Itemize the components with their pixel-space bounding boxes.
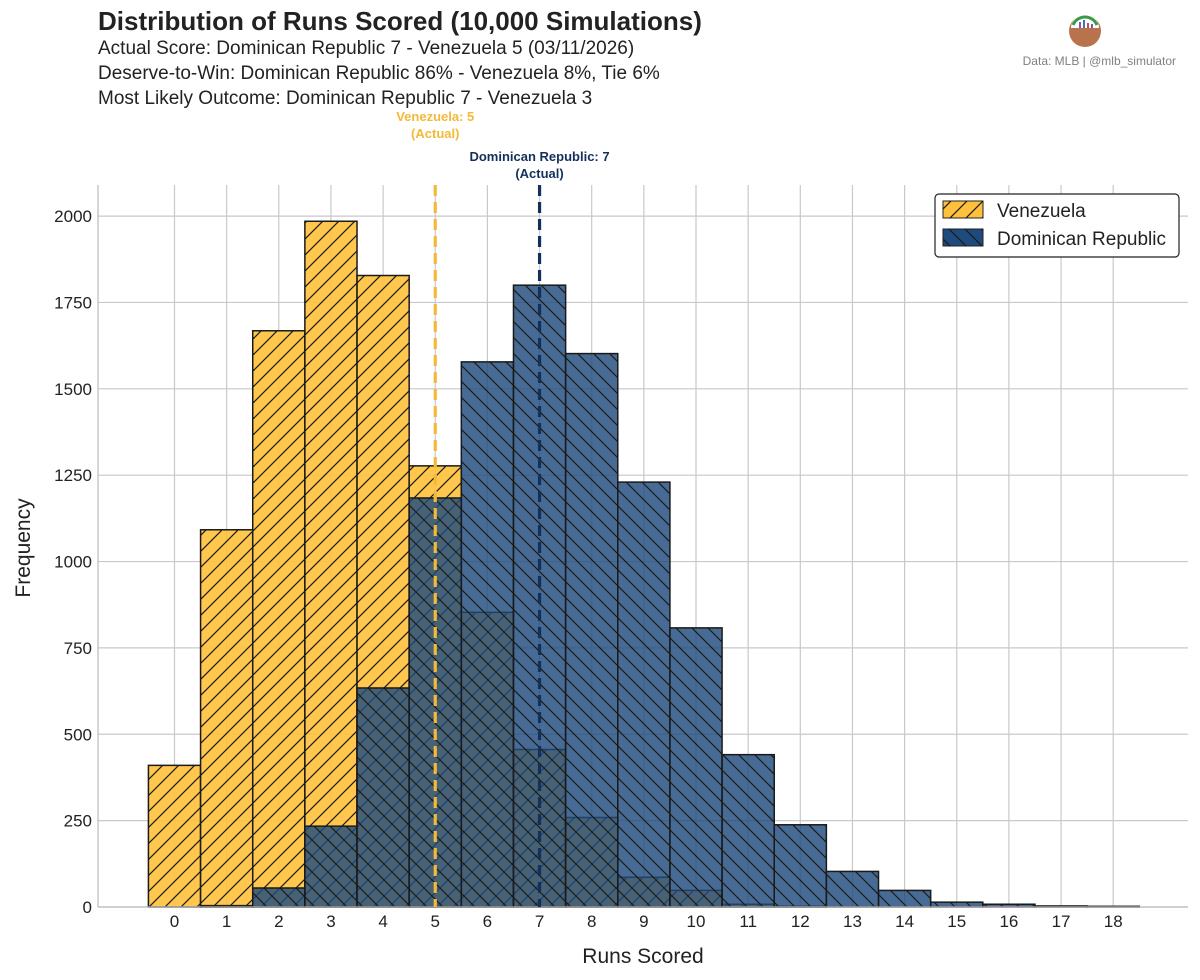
dominican-republic-bar xyxy=(929,901,984,908)
x-tick-label: 0 xyxy=(170,912,179,931)
venezuela-bar xyxy=(147,764,202,908)
dominican-republic-bar xyxy=(825,870,880,908)
y-tick-label: 1500 xyxy=(54,380,92,399)
dominican-republic-bar xyxy=(877,889,932,908)
legend-label-dominican-republic: Dominican Republic xyxy=(997,229,1166,250)
x-tick-label: 12 xyxy=(791,912,810,931)
x-axis-label: Runs Scored xyxy=(582,945,703,968)
chart-title: Distribution of Runs Scored (10,000 Simu… xyxy=(98,6,702,36)
x-tick-label: 7 xyxy=(535,912,544,931)
y-tick-label: 0 xyxy=(83,898,92,917)
x-tick-label: 5 xyxy=(431,912,440,931)
x-tick-label: 15 xyxy=(947,912,966,931)
actual-score-sublabel: (Actual) xyxy=(515,166,563,181)
y-tick-label: 500 xyxy=(64,725,92,744)
dominican-republic-bar xyxy=(460,361,515,908)
y-tick-label: 2000 xyxy=(54,207,92,226)
x-tick-label: 8 xyxy=(587,912,596,931)
y-tick-label: 1000 xyxy=(54,553,92,572)
x-tick-label: 6 xyxy=(483,912,492,931)
subtitle-deserve-to-win: Deserve-to-Win: Dominican Republic 86% -… xyxy=(98,63,660,84)
y-axis-label: Frequency xyxy=(12,498,35,598)
dominican-republic-bar xyxy=(669,627,723,908)
legend: Venezuela Dominican Republic xyxy=(934,193,1180,258)
x-tick-label: 1 xyxy=(222,912,231,931)
actual-score-annotations: Venezuela: 5 (Actual) Dominican Republic: … xyxy=(396,109,610,907)
x-tick-label: 11 xyxy=(739,912,757,931)
data-credit: Data: MLB | @mlb_simulator xyxy=(1022,54,1176,68)
x-tick-label: 17 xyxy=(1052,912,1071,931)
dominican-republic-bar xyxy=(721,753,775,908)
subtitle-most-likely: Most Likely Outcome: Dominican Republic … xyxy=(98,88,593,109)
dominican-republic-bar xyxy=(304,825,358,908)
venezuela-bar xyxy=(304,220,358,908)
x-tick-label: 16 xyxy=(999,912,1018,931)
x-tick-label: 4 xyxy=(378,912,387,931)
subtitle-actual-score: Actual Score: Dominican Republic 7 - Ven… xyxy=(98,38,635,59)
legend-label-venezuela: Venezuela xyxy=(997,201,1086,222)
x-tick-label: 10 xyxy=(687,912,706,931)
x-tick-label: 14 xyxy=(895,912,914,931)
axes: 0 1 2 3 4 5 6 7 8 9 10 11 12 13 14 15 16 17 18025050075010… xyxy=(54,185,1188,931)
actual-score-sublabel: (Actual) xyxy=(411,126,459,141)
dominican-republic-bar xyxy=(251,887,306,908)
x-tick-label: 2 xyxy=(274,912,283,931)
x-tick-label: 3 xyxy=(326,912,335,931)
actual-score-label: Dominican Republic: 7 xyxy=(469,149,609,164)
actual-score-label: Venezuela: 5 xyxy=(396,109,474,124)
venezuela-bar xyxy=(199,529,254,908)
dominican-republic-bar xyxy=(356,687,410,908)
mlb-simulator-logo-icon xyxy=(1069,14,1101,47)
x-tick-label: 13 xyxy=(843,912,862,931)
y-tick-label: 1750 xyxy=(54,293,92,312)
venezuela-bar xyxy=(251,330,306,908)
dominican-republic-bar xyxy=(564,352,619,908)
dominican-republic-bar xyxy=(617,481,671,908)
y-tick-label: 750 xyxy=(64,639,92,658)
y-tick-label: 250 xyxy=(64,812,92,831)
y-tick-label: 1250 xyxy=(54,466,92,485)
x-tick-label: 18 xyxy=(1104,912,1123,931)
dominican-republic-bar xyxy=(773,824,828,908)
x-tick-label: 9 xyxy=(639,912,648,931)
